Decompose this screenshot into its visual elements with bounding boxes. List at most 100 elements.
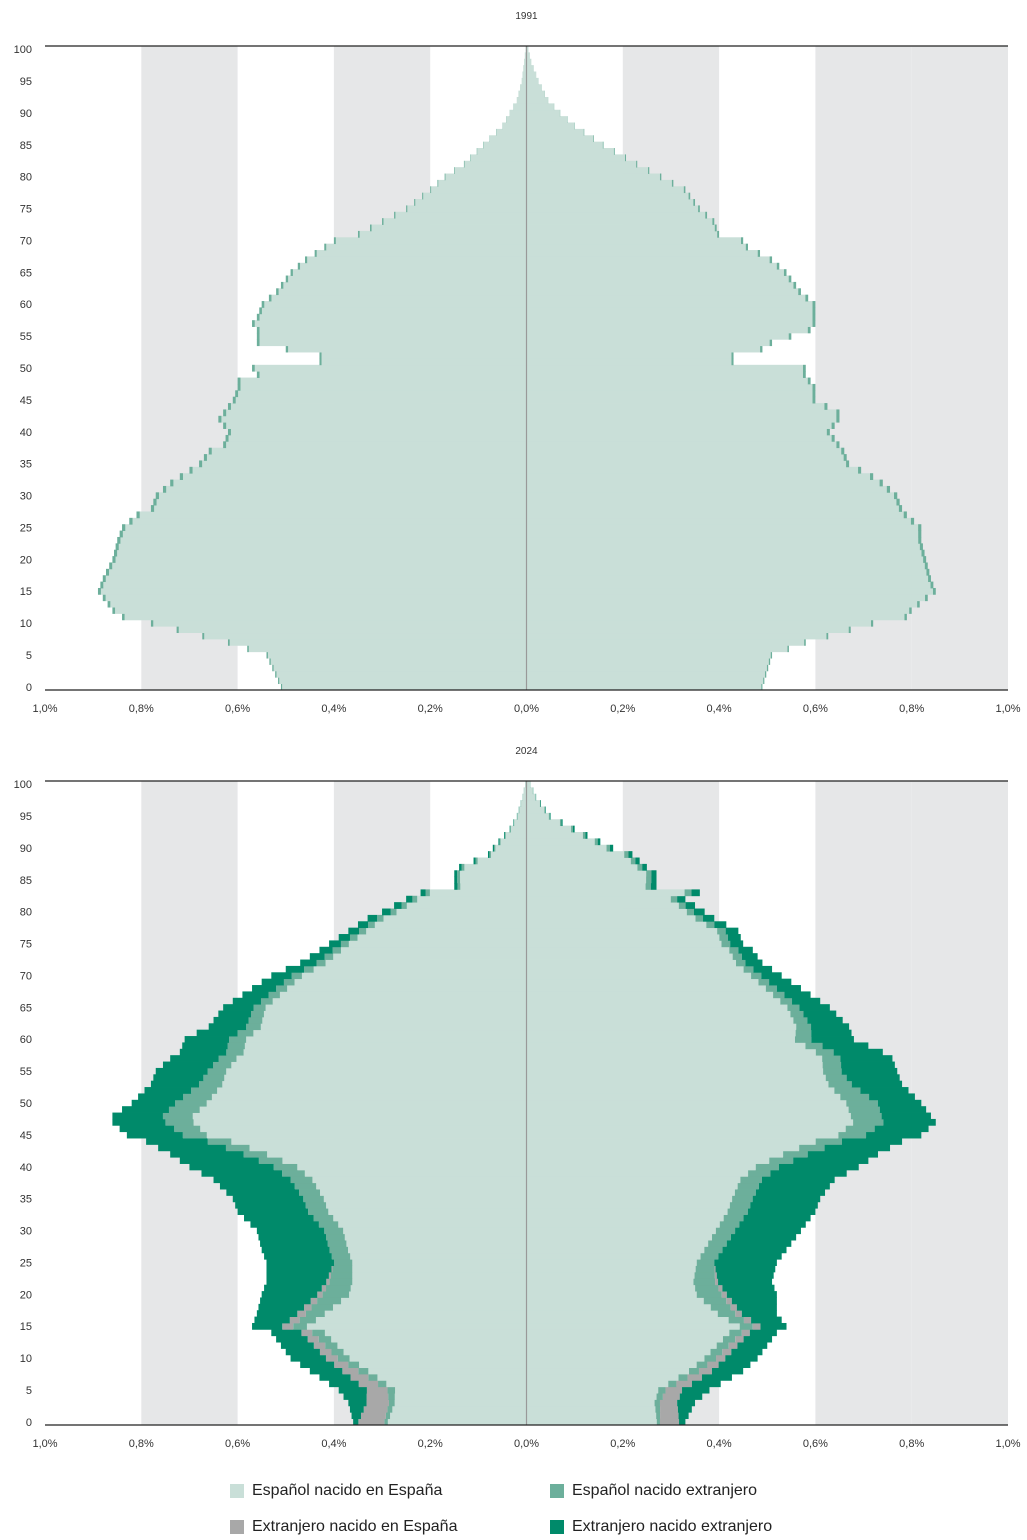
bar-right-age-63-esp_esp [526, 281, 794, 289]
bar-right-age-9-ext_esp [707, 1361, 719, 1369]
bar-left-age-75-ext_ext [329, 940, 341, 948]
bar-left-age-30-esp_ext [155, 492, 159, 500]
bar-left-age-36-ext_ext [226, 1189, 299, 1196]
bar-left-age-51-esp_esp [321, 358, 527, 366]
bar-right-age-6-esp_ext [668, 1380, 677, 1388]
bar-right-age-61-esp_esp [526, 294, 806, 302]
bar-right-age-17-esp_esp [526, 575, 929, 583]
bar-left-age-97-esp_esp [523, 65, 527, 72]
bar-left-age-3-esp_ext [272, 664, 274, 672]
bar-right-age-89-esp_ext [624, 851, 629, 858]
bar-left-age-34-esp_esp [326, 1201, 527, 1209]
y-tick-label: 35 [20, 1194, 32, 1206]
bar-right-age-56-esp_esp [526, 326, 808, 334]
bar-left-age-87-ext_ext [459, 863, 462, 871]
bar-right-age-13-esp_esp [526, 1335, 723, 1343]
bar-left-age-22-ext_esp [326, 1278, 330, 1286]
bar-left-age-22-ext_ext [266, 1278, 327, 1286]
bar-left-age-76-esp_esp [357, 934, 527, 941]
x-tick-label: 1,0% [995, 1438, 1020, 1450]
y-tick-label: 20 [20, 554, 32, 566]
bar-left-age-69-esp_ext [283, 978, 295, 986]
bar-right-age-63-esp_esp [526, 1016, 794, 1024]
bar-left-age-75-esp_esp [407, 205, 527, 213]
bar-right-age-9-esp_ext [848, 626, 851, 634]
bar-left-age-11-ext_esp [319, 1348, 332, 1356]
bar-left-age-13-esp_ext [318, 1335, 332, 1343]
bar-left-age-66-esp_ext [297, 262, 301, 270]
bar-right-age-11-esp_esp [526, 613, 905, 621]
bar-right-age-87-esp_esp [526, 863, 638, 871]
bar-right-age-84-esp_esp [526, 148, 614, 155]
bar-right-age-11-esp_ext [904, 613, 907, 621]
bar-left-age-7-esp_ext [227, 638, 230, 646]
bar-right-age-55-esp_ext [823, 1067, 842, 1075]
bar-right-age-46-ext_ext [874, 1125, 929, 1133]
bar-left-age-5-ext_esp [366, 1386, 388, 1394]
bar-right-age-20-ext_ext [726, 1291, 777, 1298]
bar-right-age-4-esp_esp [526, 1393, 657, 1400]
legend-swatch-ext-esp [230, 1520, 244, 1534]
bar-left-age-77-ext_ext [348, 927, 360, 935]
bar-left-age-99-esp_esp [524, 52, 527, 60]
bar-right-age-66-esp_esp [526, 997, 781, 1005]
bar-left-age-92-esp_esp [505, 832, 527, 839]
bar-left-age-14-esp_esp [324, 1329, 527, 1337]
bar-right-age-21-ext_ext [722, 1284, 775, 1292]
bar-right-age-55-esp_esp [526, 332, 789, 340]
chart-title: 2024 [515, 746, 538, 757]
bar-left-age-32-esp_esp [333, 1214, 527, 1222]
bar-right-age-62-esp_esp [526, 288, 799, 296]
bar-left-age-6-ext_esp [358, 1380, 379, 1388]
bar-right-age-6-ext_ext [691, 1380, 721, 1388]
bar-right-age-27-esp_esp [526, 1246, 705, 1254]
bar-right-age-58-esp_esp [526, 1048, 816, 1056]
bar-left-age-52-esp_ext [319, 352, 322, 359]
bar-left-age-48-esp_esp [240, 377, 527, 385]
bar-left-age-8-esp_esp [204, 632, 527, 640]
bar-right-age-5-esp_ext [658, 1386, 666, 1394]
bar-right-age-83-esp_esp [526, 889, 685, 897]
bar-right-age-93-esp_esp [526, 90, 545, 98]
bar-right-age-98-esp_esp [526, 793, 536, 801]
bar-left-age-86-esp_ext [457, 870, 461, 878]
bar-right-age-19-esp_esp [526, 562, 925, 570]
y-tick-label: 20 [20, 1289, 32, 1301]
y-tick-label: 85 [20, 875, 32, 887]
bar-left-age-38-esp_ext [290, 1176, 313, 1184]
bar-left-age-4-esp_esp [394, 1393, 527, 1400]
bar-left-age-5-esp_ext [387, 1386, 396, 1394]
bar-right-age-57-esp_esp [526, 320, 813, 327]
bar-left-age-42-esp_esp [267, 1150, 527, 1158]
bar-right-age-54-esp_ext [825, 1074, 847, 1082]
bar-right-age-82-esp_esp [526, 160, 637, 168]
bar-right-age-65-ext_ext [799, 1004, 830, 1011]
bar-left-age-43-esp_esp [249, 1144, 527, 1152]
bar-right-age-11-ext_esp [722, 1348, 732, 1356]
bar-left-age-44-esp_ext [227, 403, 231, 410]
bar-right-age-76-esp_ext [693, 199, 696, 206]
bar-right-age-63-esp_ext [793, 1016, 808, 1024]
bar-left-age-80-esp_esp [445, 173, 527, 181]
bar-left-age-58-esp_ext [256, 313, 260, 321]
bar-left-age-19-esp_ext [109, 562, 113, 570]
bar-right-age-64-esp_ext [788, 275, 792, 283]
bar-left-age-23-ext_ext [266, 1271, 329, 1279]
bar-left-age-94-esp_ext [513, 819, 515, 827]
bar-right-age-94-esp_esp [526, 84, 542, 92]
bar-left-age-11-esp_esp [124, 613, 527, 621]
bar-right-age-50-esp_ext [802, 364, 806, 372]
y-tick-label: 95 [20, 811, 32, 823]
bar-left-age-87-esp_esp [496, 128, 527, 136]
bar-right-age-68-ext_ext [776, 985, 801, 992]
bar-right-age-47-esp_ext [812, 383, 816, 391]
bar-left-age-37-esp_ext [208, 447, 212, 455]
legend-swatch-esp-ext [550, 1484, 564, 1498]
bar-left-age-24-ext_esp [331, 1265, 333, 1273]
bar-right-age-7-esp_esp [526, 1373, 679, 1381]
bar-left-age-10-ext_esp [325, 1354, 338, 1362]
bar-left-age-57-ext_ext [170, 1055, 219, 1062]
bar-left-age-66-ext_ext [232, 997, 261, 1005]
bar-right-age-98-esp_esp [526, 58, 532, 66]
bar-right-age-18-esp_ext [926, 568, 930, 576]
